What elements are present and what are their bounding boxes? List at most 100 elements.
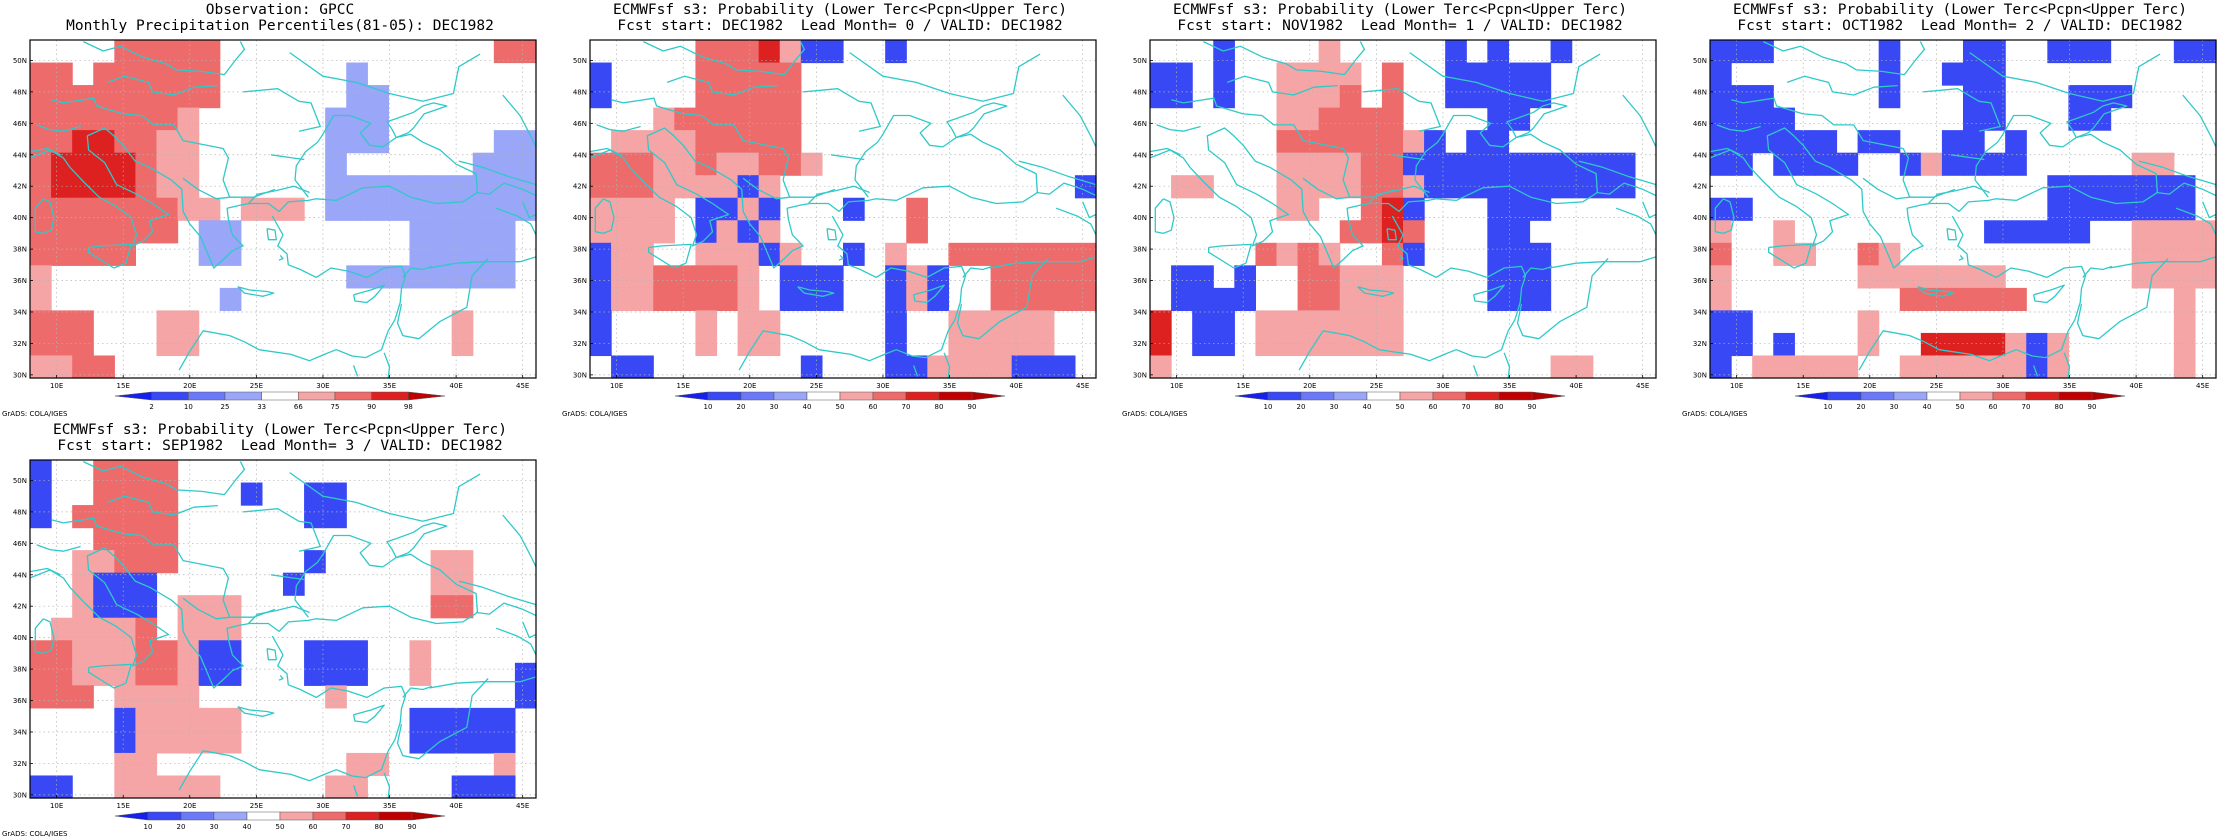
coastline (476, 602, 537, 617)
coastline (34, 618, 55, 655)
legend-label: 70 (1462, 403, 1471, 411)
map-panel-lead-0: 10E 15E 20E 25E 30E 35E 40E 45E 30N 32N 34N 36N 38N 4… (560, 0, 1120, 420)
y-tick-label: 44N (1133, 151, 1147, 159)
grid-cell (695, 332, 718, 357)
grid-cell (1773, 107, 1795, 131)
grid-cell (72, 505, 94, 529)
grid-cell (1899, 265, 1922, 289)
grid-cell (2068, 175, 2091, 199)
grid-cell (758, 40, 781, 64)
grid-cell (409, 662, 432, 686)
coastline (962, 265, 993, 278)
grid-cell (990, 265, 1013, 289)
grid-cell (1150, 62, 1172, 86)
coastline (2156, 182, 2217, 197)
grid-cell (737, 242, 760, 266)
grid-cell (1941, 265, 1964, 289)
legend-label: 40 (243, 823, 252, 831)
grid-cell (219, 707, 242, 731)
grid-cell (367, 107, 390, 131)
grid-cell (1963, 355, 1985, 379)
coastline (87, 663, 132, 689)
grid-cell (325, 107, 347, 131)
grid-cell (72, 220, 94, 244)
grid-cell (219, 287, 242, 311)
grid-cell (2152, 197, 2175, 221)
plot-frame (29, 459, 537, 799)
y-tick-label: 36N (13, 277, 27, 285)
grid-cell (30, 85, 52, 109)
grid-cell (72, 130, 94, 154)
grid-cell (2089, 197, 2112, 221)
legend-swatch (1300, 391, 1335, 401)
grid-cell (1878, 265, 1901, 289)
grid-cell (135, 85, 158, 109)
grid-cell (1445, 175, 1467, 199)
grid-cell (1297, 287, 1320, 311)
grid-cell (114, 130, 137, 154)
grid-cell (135, 640, 158, 664)
grid-cell (906, 265, 928, 289)
grid-cell (304, 482, 326, 506)
grid-cell (325, 505, 347, 529)
grid-cell (93, 175, 115, 199)
legend-swatch (345, 811, 380, 821)
grid-cell (51, 220, 73, 244)
grid-cell (493, 152, 516, 176)
grid-cell (1403, 197, 1425, 221)
coastline (1596, 182, 1657, 197)
coastline (589, 147, 621, 156)
grid-cell (1276, 152, 1299, 176)
grid-cell (1297, 152, 1320, 176)
grid-cell (72, 685, 94, 709)
legend-swatch (707, 391, 742, 401)
grid-cell (1276, 85, 1299, 109)
grid-cell (409, 730, 432, 754)
grid-cell (219, 242, 242, 266)
grid-cell (737, 332, 760, 357)
coastline (237, 706, 275, 717)
x-tick-label: 40E (449, 802, 462, 810)
coastline (83, 461, 246, 496)
grid-cell (590, 332, 612, 357)
grid-cell (346, 662, 368, 686)
grid-cell (177, 152, 200, 176)
y-tick-label: 44N (573, 151, 587, 159)
coastline (1731, 97, 1911, 198)
grid-cell (779, 152, 802, 176)
coastline (278, 674, 284, 681)
grid-cell (1878, 62, 1901, 86)
grid-cell (758, 85, 781, 109)
grid-cell (1445, 62, 1467, 86)
grid-cell (779, 287, 802, 311)
axis-labels: 10E 15E 20E 25E 30E 35E 40E 45E 30N 32N 34N 36N 38N 4… (13, 57, 530, 390)
grid-cell (885, 310, 907, 334)
grid-cell (156, 775, 179, 799)
y-tick-label: 34N (1693, 308, 1707, 316)
grid-cell (611, 242, 633, 266)
grid-cell (114, 707, 137, 731)
grid-cell (1192, 175, 1214, 199)
coastline (946, 102, 1008, 139)
y-tick-label: 32N (13, 340, 27, 348)
legend-swatch (2058, 391, 2093, 401)
grid-cell (1276, 332, 1299, 357)
legend-label: 98 (404, 403, 413, 411)
grid-cell (1234, 265, 1257, 289)
y-tick-label: 30N (13, 371, 27, 379)
coastline (386, 102, 448, 139)
grid-cell (114, 572, 137, 596)
color-legend: 2 10 25 33 66 75 90 98 (114, 391, 446, 411)
grid-cell (1815, 130, 1838, 154)
grid-cell (1487, 265, 1510, 289)
coastline (1302, 177, 1396, 200)
grid-cell (493, 265, 516, 289)
y-tick-label: 36N (573, 277, 587, 285)
grid-cell (114, 482, 137, 506)
grid-cell (2194, 220, 2217, 244)
x-tick-label: 15E (117, 802, 130, 810)
grid-cell (2047, 40, 2070, 64)
grid-cell (632, 355, 654, 379)
grid-cell (1773, 220, 1795, 244)
legend-swatch (411, 811, 446, 821)
